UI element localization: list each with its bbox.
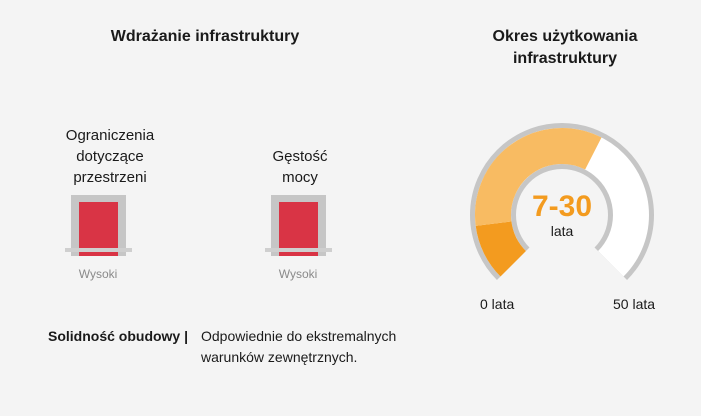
lifespan-gauge xyxy=(470,123,654,281)
lifespan-title: Okres użytkowania infrastruktury xyxy=(492,28,638,67)
power-density-level: Wysoki xyxy=(278,267,318,281)
gauge-min-label: 0 lata xyxy=(480,296,515,312)
gauge-max-label: 50 lata xyxy=(613,296,656,312)
power-density-label: Gęstość mocy xyxy=(272,148,328,186)
space-constraints-label: Ograniczenia dotyczące przestrzeni xyxy=(65,127,155,186)
deployment-title: Wdrażanie infrastruktury xyxy=(110,28,300,45)
space-constraints-level: Wysoki xyxy=(78,267,118,281)
gauge-range-segment xyxy=(475,128,602,226)
gauge-unit: lata xyxy=(550,223,574,239)
gauge-value: 7-30 xyxy=(531,190,593,223)
power-density-meter xyxy=(265,195,332,256)
robustness-description: Odpowiednie do ekstremalnych warunków ze… xyxy=(201,328,397,365)
gauge-low-segment xyxy=(475,220,527,277)
space-constraints-meter xyxy=(65,195,132,256)
robustness-label: Solidność obudowy | xyxy=(48,328,189,344)
